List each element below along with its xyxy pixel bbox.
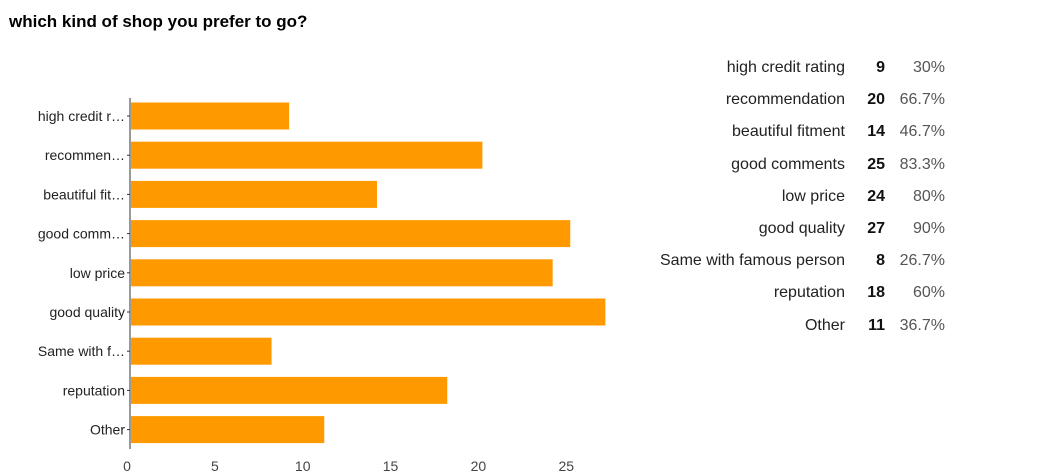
summary-count: 27 [867, 220, 885, 238]
category-label: low price [70, 265, 125, 281]
summary-row: good quality 27 90% [660, 213, 945, 245]
x-tick-label: 25 [558, 458, 574, 474]
category-label: beautiful fit… [43, 186, 125, 202]
summary-label: Same with famous person [660, 252, 845, 270]
summary-count: 24 [867, 187, 885, 205]
summary-count: 8 [876, 252, 885, 270]
x-tick-label: 5 [211, 458, 219, 474]
x-tick-label: 10 [295, 458, 311, 474]
summary-row: Same with famous person 8 26.7% [660, 245, 945, 277]
summary-count: 11 [868, 316, 885, 334]
summary-percent: 83.3% [899, 155, 945, 173]
summary-percent: 66.7% [899, 91, 945, 109]
summary-label: good comments [731, 155, 845, 173]
summary-row: good comments 25 83.3% [660, 149, 945, 181]
summary-row: recommendation 20 66.7% [660, 84, 945, 116]
summary-count: 20 [867, 91, 885, 109]
category-label: Other [90, 422, 125, 438]
bar [131, 259, 553, 287]
summary-label: reputation [773, 284, 845, 302]
category-label: good quality [49, 304, 125, 320]
bar [131, 220, 571, 248]
bar [131, 298, 606, 326]
bar [131, 337, 272, 365]
summary-row: reputation 18 60% [660, 277, 945, 309]
x-tick-label: 0 [123, 458, 131, 474]
bar [131, 102, 290, 130]
summary-percent: 30% [912, 59, 945, 77]
summary-percent: 46.7% [899, 123, 945, 141]
summary-percent: 36.7% [899, 316, 945, 334]
summary-label: high credit rating [726, 59, 845, 77]
category-label: high credit r… [38, 108, 125, 124]
bar [131, 416, 325, 444]
question-title: which kind of shop you prefer to go? [9, 12, 308, 31]
summary-label: Other [804, 316, 845, 334]
summary-percent: 90% [912, 220, 945, 238]
bar [131, 180, 377, 208]
category-label: reputation [63, 382, 125, 398]
summary-label: recommendation [725, 91, 845, 109]
summary-count: 14 [867, 123, 885, 141]
summary-row: Other 11 36.7% [660, 310, 945, 342]
bar [131, 376, 448, 404]
bar [131, 141, 483, 169]
summary-label: beautiful fitment [732, 123, 845, 141]
summary-row: low price 24 80% [660, 181, 945, 213]
category-label: good comm… [38, 226, 125, 242]
summary-percent: 80% [912, 187, 945, 205]
summary-body: high credit rating 9 30% recommendation 20 66… [660, 52, 945, 342]
summary-count: 9 [876, 59, 885, 77]
x-tick-label: 15 [383, 458, 399, 474]
summary-count: 25 [867, 155, 885, 173]
summary-label: low price [781, 187, 845, 205]
summary-percent: 26.7% [899, 252, 945, 270]
category-label: recommen… [45, 147, 125, 163]
summary-label: good quality [758, 220, 845, 238]
response-summary-table: high credit rating 9 30% recommendation 20 66… [660, 52, 945, 342]
x-tick-label: 20 [471, 458, 487, 474]
summary-row: high credit rating 9 30% [660, 52, 945, 84]
summary-row: beautiful fitment 14 46.7% [660, 116, 945, 148]
category-label: Same with f… [38, 343, 125, 359]
bar-chart: high credit r… recommen… beautiful fit… goo… [38, 98, 606, 474]
summary-count: 18 [867, 284, 885, 302]
summary-percent: 60% [912, 284, 945, 302]
